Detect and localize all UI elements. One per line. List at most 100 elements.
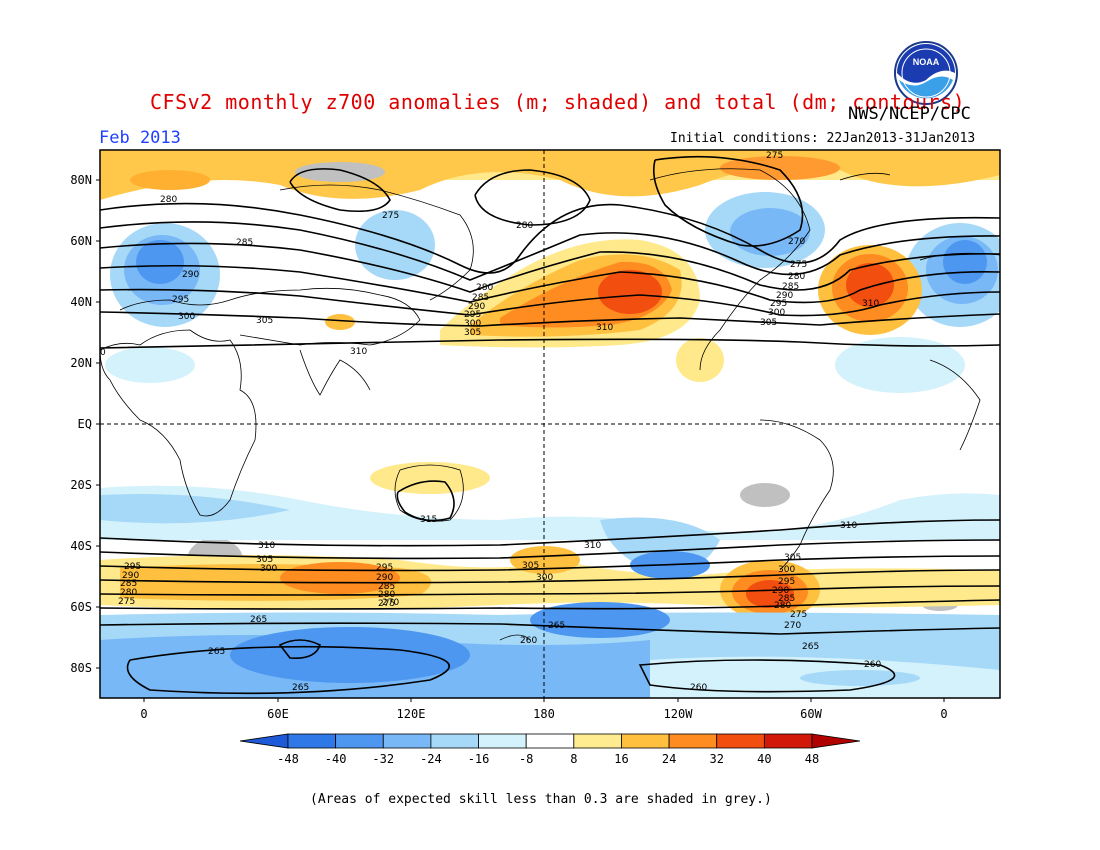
contour-label: 275	[766, 151, 783, 161]
contour-label: 310	[840, 521, 857, 531]
colorbar-label: -24	[420, 752, 442, 766]
lon-tick-label: 60W	[800, 707, 822, 721]
lat-tick-label: 60S	[70, 600, 92, 614]
contour-label: 290	[182, 270, 199, 280]
contour-label: 310	[350, 347, 367, 357]
lon-tick-label: 120E	[397, 707, 426, 721]
chart-title: CFSv2 monthly z700 anomalies (m; shaded)…	[150, 90, 966, 114]
svg-text:NOAA: NOAA	[913, 57, 940, 67]
contour-label: 285	[236, 238, 253, 248]
contour-label: 260	[520, 636, 537, 646]
equator-and-dateline	[100, 150, 1000, 698]
contour-label: 285	[378, 582, 395, 592]
contour-label: 285	[472, 293, 489, 303]
contour-label: 300	[536, 573, 553, 583]
colorbar-segment	[621, 733, 670, 749]
contour-label: 305	[784, 553, 801, 563]
contour-label: 300	[778, 565, 795, 575]
contour-label: 290	[776, 291, 793, 301]
lat-tick-label: 40S	[70, 539, 92, 553]
lat-tick-label: 40N	[70, 295, 92, 309]
lon-tick-label: 120W	[664, 707, 694, 721]
contour-label: 295	[172, 295, 189, 305]
contour-label: 265	[548, 621, 565, 631]
colorbar-label: -16	[468, 752, 490, 766]
colorbar-label: -48	[277, 752, 299, 766]
colorbar-segment	[716, 733, 765, 749]
colorbar-segment	[668, 733, 718, 749]
agency-label: NWS/NCEP/CPC	[848, 104, 971, 124]
contour-label: 305	[760, 318, 777, 328]
contour-label: 305	[256, 555, 273, 565]
colorbar-segment	[382, 733, 432, 749]
contour-label: 275	[118, 597, 135, 607]
colorbar-label: -40	[325, 752, 347, 766]
contour-label: 270	[788, 237, 805, 247]
lat-tick-label: 20N	[70, 356, 92, 370]
contour-label: 285	[120, 579, 137, 589]
colorbar-segment	[478, 733, 527, 749]
contour-label: 260	[690, 683, 707, 693]
contour-label: 270	[382, 598, 399, 608]
lat-tick-label: 20S	[70, 478, 92, 492]
noaa-logo: NOAA	[894, 41, 958, 105]
lon-tick-label: 0	[940, 707, 947, 721]
colorbar-label: -8	[519, 752, 533, 766]
colorbar-label: 40	[757, 752, 771, 766]
colorbar-label: 48	[805, 752, 819, 766]
contour-label: 285	[778, 594, 795, 604]
contour-label: 270	[784, 621, 801, 631]
longitude-labels: 0 60E 120E 180 120W 60W 0	[140, 707, 947, 721]
initial-conditions: Initial conditions: 22Jan2013-31Jan2013	[670, 131, 976, 146]
latitude-labels: 80N 60N 40N 20N EQ 20S 40S 60S 80S	[70, 173, 92, 675]
contour-label: 280	[378, 590, 395, 600]
colorbar-label: -32	[372, 752, 394, 766]
contour-label: 275	[790, 610, 807, 620]
contour-label: 290	[376, 573, 393, 583]
contour-label: 275	[378, 599, 395, 609]
contour-label: 305	[522, 561, 539, 571]
contour-label: 295	[376, 563, 393, 573]
contour-label: 285	[782, 282, 799, 292]
lat-tick-label: 60N	[70, 234, 92, 248]
forecast-month: Feb 2013	[99, 128, 181, 148]
contour-label: 280	[516, 221, 533, 231]
contour-label: 280	[476, 283, 493, 293]
contour-label: 290	[122, 571, 139, 581]
lat-tick-label: 80N	[70, 173, 92, 187]
contour-label: 310	[862, 299, 879, 309]
contour-label: 295	[778, 577, 795, 587]
contour-label: 265	[292, 683, 309, 693]
contour-label: 310	[584, 541, 601, 551]
colorbar-label: 16	[614, 752, 628, 766]
lon-tick-label: 60E	[267, 707, 289, 721]
lat-tick-label: 80S	[70, 661, 92, 675]
contour-label: 0	[100, 348, 106, 358]
contour-label: 310	[596, 323, 613, 333]
contour-label: 300	[768, 308, 785, 318]
contour-label: 310	[258, 541, 275, 551]
contour-label: 295	[124, 562, 141, 572]
contour-label: 275	[382, 211, 399, 221]
contour-label: 275	[790, 260, 807, 270]
contour-label: 290	[772, 586, 789, 596]
colorbar-segment	[811, 733, 861, 749]
contour-label: 295	[464, 310, 481, 320]
colorbar-segment	[525, 733, 575, 749]
lon-tick-label: 0	[140, 707, 147, 721]
contour-label: 305	[464, 328, 481, 338]
low-skill-area	[295, 162, 385, 182]
colorbar-label: 24	[662, 752, 676, 766]
contour-label: 265	[802, 642, 819, 652]
contour-label: 280	[774, 601, 791, 611]
contour-label: 280	[120, 588, 137, 598]
colorbar-segment	[287, 733, 337, 749]
colorbar-segment	[430, 733, 479, 749]
contour-label: 300	[260, 564, 277, 574]
contour-label: 300	[178, 312, 195, 322]
colorbar: -48 -40 -32 -24 -16 -8 8 16 24 32 40 48	[239, 733, 861, 766]
contour-label: 315	[420, 515, 437, 525]
contour-label: 280	[788, 272, 805, 282]
contour-label: 280	[160, 195, 177, 205]
